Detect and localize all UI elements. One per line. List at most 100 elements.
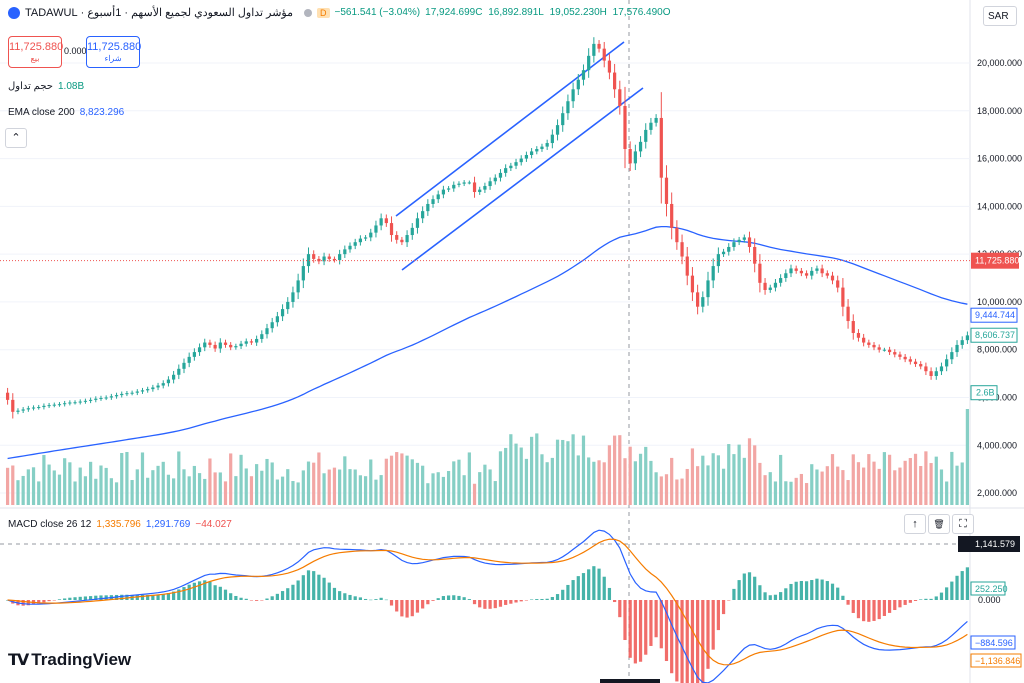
buy-button[interactable]: 11,725.880 شراء	[86, 36, 141, 68]
candle-body	[607, 60, 612, 73]
volume-price-label: 2.6B	[976, 388, 995, 398]
volume-bar	[21, 475, 25, 505]
volume-value: 1.08B	[57, 81, 85, 92]
candle-body	[882, 349, 887, 351]
macd-histogram-bar	[379, 597, 383, 600]
macd-histogram-bar	[524, 600, 529, 601]
symbol-title[interactable]: مؤشر تداول السعودي لجميع الأسهم · 1أسبوع…	[25, 7, 294, 19]
macd-histogram-bar	[436, 598, 440, 600]
volume-bar	[156, 465, 160, 505]
candle-body	[78, 401, 82, 403]
move-pane-up-button[interactable]: ↑	[904, 514, 926, 534]
candle-body	[960, 340, 964, 345]
macd-histogram-bar	[374, 599, 378, 600]
macd-histogram-bar	[493, 600, 497, 609]
macd-histogram-bar	[457, 595, 461, 600]
volume-bar	[680, 478, 684, 505]
ema-label: EMA close 200	[8, 107, 75, 118]
macd-histogram-bar	[312, 571, 316, 600]
currency-selector[interactable]: SAR	[983, 6, 1017, 26]
volume-bar	[950, 451, 954, 505]
sell-button[interactable]: 11,725.880 بيع	[8, 36, 64, 68]
macd-histogram-bar	[421, 600, 425, 609]
volume-bar	[415, 462, 420, 505]
candle-body	[239, 343, 243, 347]
tradingview-logo[interactable]: 𝗧𝗩 TradingView	[8, 650, 131, 670]
candle-body	[654, 117, 658, 123]
candle-body	[929, 371, 933, 376]
volume-bar	[140, 452, 145, 505]
volume-bar	[47, 464, 51, 505]
volume-bar	[353, 469, 357, 505]
candle-body	[727, 246, 731, 252]
sell-value: 11,725.880	[9, 41, 64, 53]
candle-body	[125, 393, 129, 395]
volume-bar	[296, 482, 300, 505]
candle-body	[732, 242, 736, 247]
macd-histogram-bar	[389, 600, 394, 606]
volume-bar	[493, 481, 497, 505]
macd-histogram-bar	[587, 569, 591, 600]
volume-bar	[784, 481, 788, 505]
macd-histogram-bar	[426, 600, 430, 605]
candle-body	[255, 338, 259, 343]
volume-bar	[602, 462, 606, 505]
macd-histogram-bar	[623, 600, 627, 641]
macd-histogram-bar	[249, 600, 254, 601]
macd-histogram-bar	[197, 581, 202, 600]
macd-histogram-bar	[63, 598, 67, 600]
macd-histogram-bar	[338, 591, 342, 600]
maximize-pane-button[interactable]: ⛶	[952, 514, 974, 534]
price-change: −561.541 (−3.04%)	[334, 7, 421, 18]
candle-body	[587, 55, 591, 71]
volume-bar	[57, 474, 62, 505]
volume-bar	[343, 456, 347, 505]
macd-histogram-bar	[732, 588, 736, 600]
volume-bar	[374, 479, 378, 505]
volume-bar	[363, 476, 368, 505]
candle-body	[306, 254, 311, 267]
volume-bar	[716, 455, 720, 505]
collapse-legend-button[interactable]: ⌃	[5, 128, 27, 148]
volume-bar	[78, 467, 82, 505]
macd-histogram-bar	[882, 600, 887, 616]
macd-histogram-bar	[649, 600, 653, 646]
macd-histogram-bar	[83, 596, 88, 600]
volume-bar	[856, 462, 861, 505]
candle-body	[172, 374, 176, 380]
macd-histogram-bar	[633, 600, 637, 664]
candle-body	[99, 397, 103, 399]
volume-bar	[561, 439, 565, 505]
macd-histogram-bar	[213, 585, 217, 600]
candle-body	[21, 409, 25, 411]
volume-bar	[613, 435, 617, 505]
macd-histogram-bar	[358, 597, 362, 600]
macd-histogram-bar	[431, 600, 435, 601]
volume-bar	[903, 460, 907, 505]
macd-histogram-bar	[260, 600, 264, 601]
volume-bar	[151, 470, 155, 505]
candle-body	[680, 242, 684, 257]
candle-body	[343, 249, 347, 255]
delete-pane-button[interactable]: 🗑	[928, 514, 950, 534]
candle-body	[88, 399, 93, 401]
ohlc-values: 17,924.699C 16,892.891L 19,052.230H 17,5…	[425, 7, 673, 18]
macd-histogram-bar	[462, 597, 466, 600]
candle-body	[5, 392, 10, 400]
macd-histogram-bar	[166, 593, 171, 600]
volume-bar	[659, 476, 663, 505]
volume-bar	[737, 444, 741, 505]
candle-body	[841, 287, 845, 307]
volume-bar	[618, 435, 622, 505]
volume-bar	[939, 469, 944, 505]
macd-histogram-bar	[561, 589, 565, 600]
macd-histogram-bar	[768, 595, 772, 600]
candle-body	[597, 43, 601, 49]
candle-body	[421, 211, 425, 219]
macd-histogram-bar	[815, 578, 819, 600]
candle-body	[919, 364, 923, 367]
y-tick-label: 16,000.000	[977, 154, 1022, 164]
candle-body	[135, 391, 139, 393]
macd-histogram-bar	[78, 596, 82, 600]
